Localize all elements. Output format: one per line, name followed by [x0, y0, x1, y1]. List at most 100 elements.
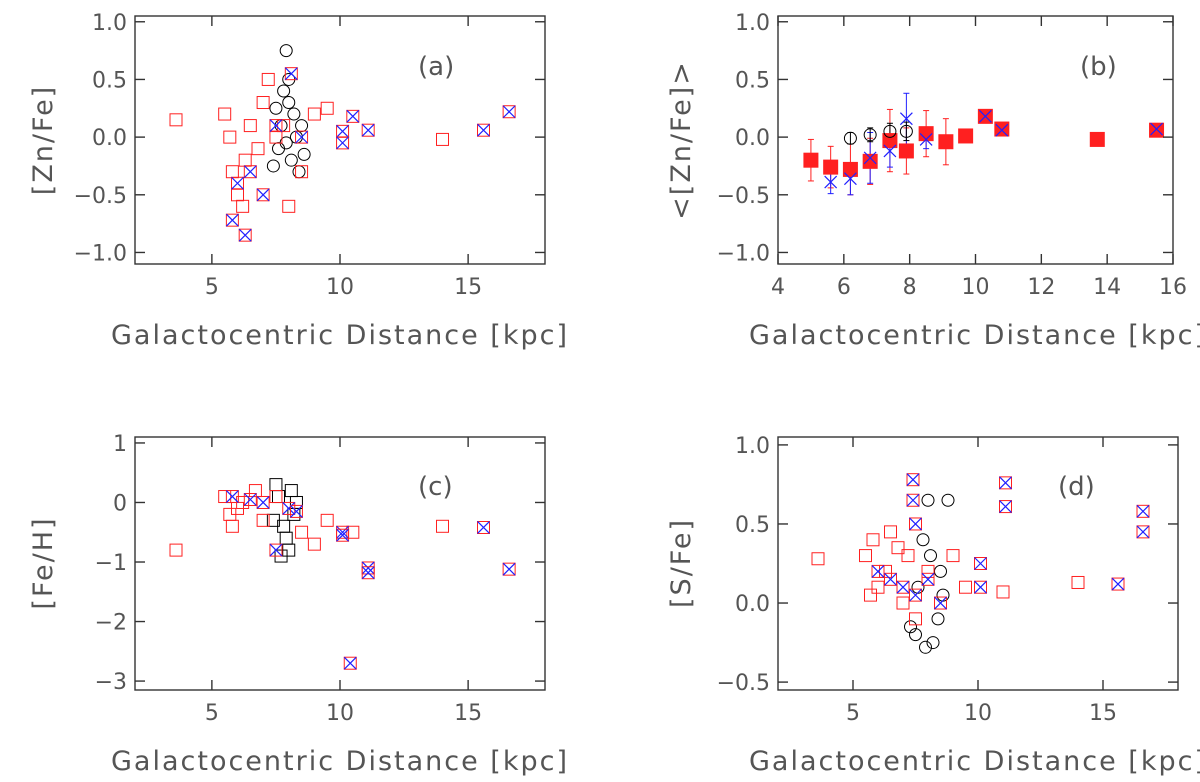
y-tick-label: 0.0	[735, 126, 770, 151]
crossbox-square	[361, 123, 375, 137]
data-point-crossbox	[906, 473, 920, 487]
y-axis-title: [S/Fe]	[666, 518, 697, 608]
panel-label: (d)	[1058, 472, 1095, 502]
data-point-crossbox	[871, 564, 885, 578]
data-point-crossbox	[477, 123, 490, 137]
data-point-crossbox	[289, 504, 303, 518]
panel-label: (c)	[418, 472, 453, 502]
crossbox-square	[477, 123, 490, 137]
data-point-square	[238, 153, 252, 167]
crossbox-cross	[896, 580, 910, 594]
data-point-filled-square	[958, 128, 974, 144]
data-point-crossbox	[909, 517, 922, 531]
y-tick-label: −3	[95, 670, 127, 695]
data-point-square	[169, 113, 183, 127]
data-point-cross	[863, 151, 877, 165]
crossbox-square	[284, 67, 298, 81]
data-point-crossbox	[906, 493, 920, 507]
crossbox-square	[225, 490, 239, 504]
data-point-square	[320, 513, 334, 527]
data-point-square	[871, 580, 885, 594]
crossbox-square	[238, 228, 252, 242]
crossbox-square	[269, 119, 283, 133]
y-tick-label: −1.0	[74, 241, 127, 266]
data-point-square	[909, 612, 922, 626]
y-tick-label: −0.5	[717, 671, 770, 696]
data-point-circle	[863, 128, 877, 142]
data-point-square	[279, 531, 293, 545]
crossbox-square	[256, 188, 270, 202]
data-point-crossbox	[974, 557, 987, 570]
crossbox-square	[343, 656, 357, 670]
data-point-square	[295, 165, 309, 179]
crossbox-square	[906, 493, 920, 507]
crossbox-cross	[999, 476, 1012, 490]
crossbox-square	[909, 588, 922, 602]
data-point-circle	[284, 153, 298, 167]
data-point-square	[266, 513, 280, 527]
panel-d: 5 10 15 −0.5 0.0 0.5 1.0 (d) Galactocentric Di…	[666, 434, 1200, 777]
data-point-filled-square	[918, 126, 934, 142]
crossbox-square	[295, 130, 309, 144]
crossbox-square	[477, 520, 490, 534]
y-tick-label: 0.0	[92, 126, 127, 151]
crossbox-cross	[1136, 504, 1150, 518]
crossbox-cross	[256, 188, 270, 202]
panel-b: 4 6 8 10 12 14 16 −1.0 −0.5 0.0 0.5 1.0 (b) Galacto…	[666, 11, 1200, 351]
data-point-circle	[274, 119, 288, 133]
crossbox-square	[225, 213, 239, 227]
data-point-circle	[941, 493, 955, 507]
crossbox-cross	[477, 521, 490, 534]
crossbox-cross	[243, 165, 257, 179]
panel-a: 5 10 15 −1.0 −0.5 0.0 0.5 1.0 (a) Galactocentri…	[28, 11, 567, 351]
crossbox-square	[336, 136, 350, 150]
data-point-square	[218, 490, 232, 504]
crossbox-cross	[282, 502, 296, 515]
data-point-crossbox	[225, 490, 239, 504]
data-point-circle	[934, 564, 947, 578]
crossbox-cross	[284, 67, 298, 81]
data-point-filled-square	[882, 133, 898, 149]
crossbox-cross	[361, 561, 375, 575]
crossbox-square	[502, 105, 516, 119]
data-point-crossbox	[884, 572, 897, 586]
data-point-crossbox	[343, 656, 357, 670]
axis-ticks: 5 10 15 −3 −2 −1 0 1	[95, 432, 545, 726]
data-point-square	[891, 541, 905, 555]
data-point-cross	[919, 132, 933, 146]
y-tick-label: −2	[95, 611, 127, 636]
y-tick-label: −1	[95, 551, 127, 576]
crossbox-square	[884, 572, 897, 586]
data-point-crossbox	[336, 136, 350, 150]
crossbox-square	[1136, 504, 1150, 518]
crossbox-square	[974, 557, 987, 570]
crossbox-cross	[934, 596, 947, 610]
crossbox-square	[243, 165, 257, 179]
y-tick-label: 1.0	[735, 11, 770, 36]
data-point-circle	[921, 493, 935, 507]
data-point-circle	[269, 101, 283, 115]
crossbox-cross	[502, 105, 516, 119]
data-point-circle	[282, 96, 296, 110]
data-point-square	[261, 72, 275, 86]
data-point-cross	[978, 109, 992, 123]
data-point-crossbox	[282, 501, 296, 515]
data-point-square	[218, 107, 232, 121]
crossbox-square	[346, 109, 360, 123]
y-axis-title: <[Zn/Fe]>	[666, 60, 697, 220]
data-point-circle	[266, 159, 280, 173]
data-point-cross	[824, 175, 838, 189]
data-point-square	[269, 478, 283, 492]
data-point-square	[225, 165, 239, 179]
crossbox-cross	[336, 136, 349, 150]
data-point-square	[243, 119, 257, 133]
data-point-square	[346, 525, 360, 539]
data-point-square	[307, 107, 321, 121]
y-tick-label: 1.0	[735, 434, 770, 459]
data-point-square	[231, 188, 244, 202]
crossbox-cross	[884, 572, 897, 586]
data-point-circle	[843, 131, 857, 145]
crossbox-cross	[290, 504, 303, 518]
crossbox-square	[231, 176, 244, 190]
